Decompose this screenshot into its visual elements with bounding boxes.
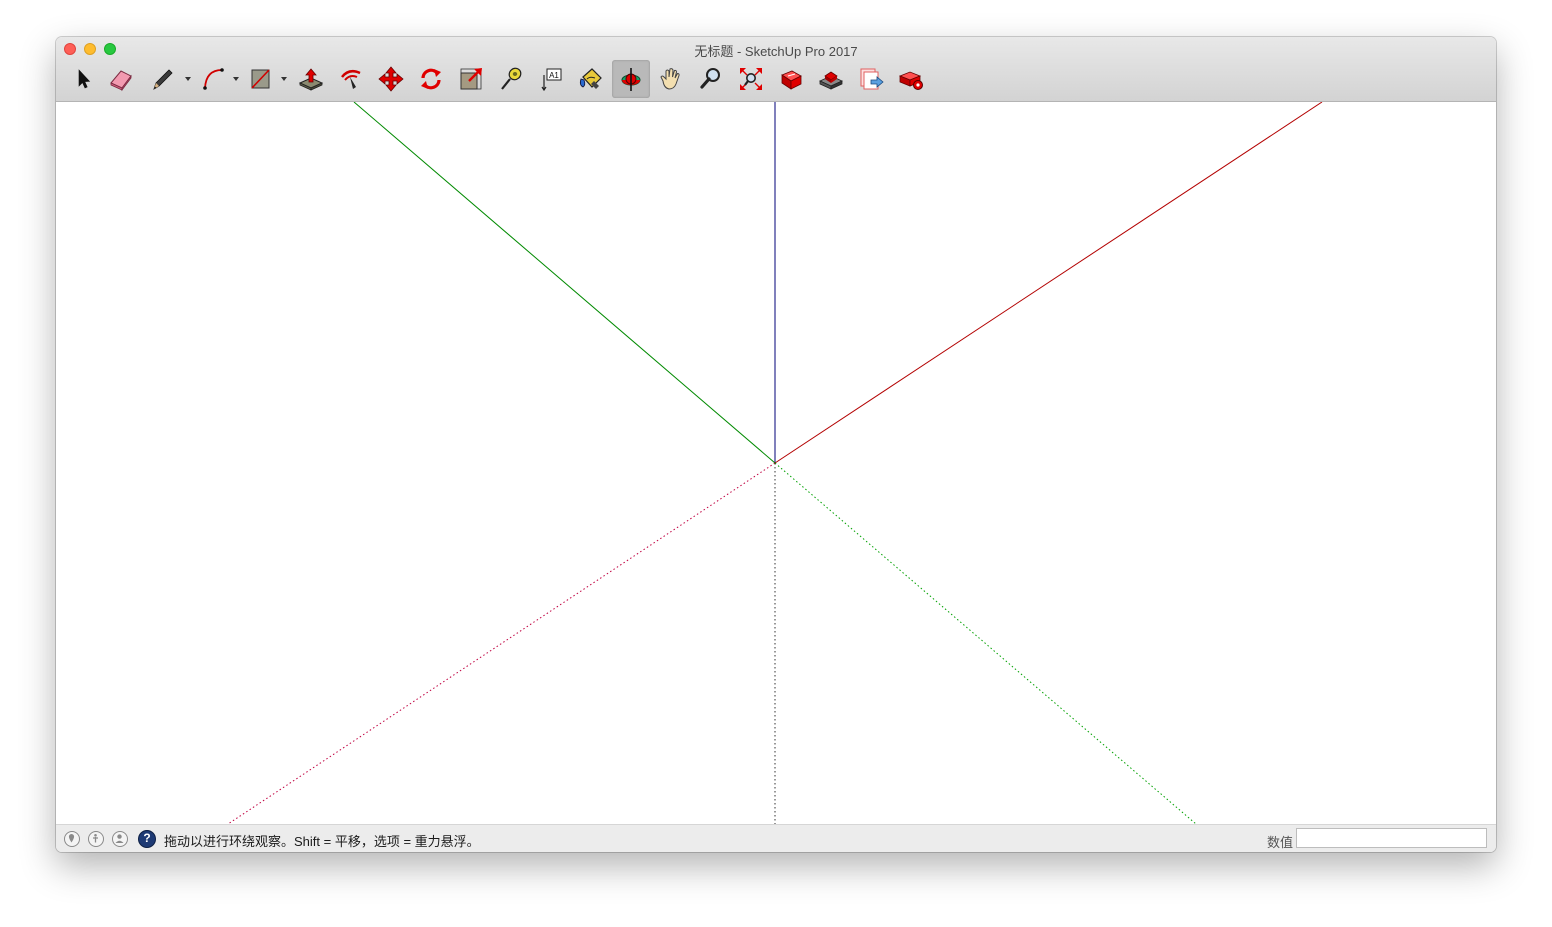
select-arrow-icon (78, 69, 91, 89)
help-icon[interactable]: ? (138, 830, 156, 848)
shapes-tool-button[interactable] (242, 60, 280, 98)
tape-measure-tool-button[interactable] (492, 60, 530, 98)
svg-text:A1: A1 (549, 71, 559, 80)
pan-hand-icon (660, 68, 680, 90)
3d-warehouse-icon (781, 70, 802, 90)
extension-warehouse-button[interactable] (812, 60, 850, 98)
zoom-extents-icon (740, 68, 762, 90)
green-axis-positive (353, 102, 776, 464)
extension-warehouse-icon (819, 71, 843, 90)
title-bar: 无标题 - SketchUp Pro 2017 (56, 37, 1496, 102)
measurements-input[interactable] (1296, 828, 1487, 848)
red-axis-negative (227, 462, 776, 824)
eraser-tool-button[interactable] (102, 60, 140, 98)
rotate-tool-button[interactable] (412, 60, 450, 98)
select-tool-button[interactable] (64, 60, 102, 98)
push-pull-tool-button[interactable] (292, 60, 330, 98)
scale-tool-button[interactable] (452, 60, 490, 98)
geo-location-icon[interactable] (64, 831, 80, 847)
status-bar: ? 拖动以进行环绕观察。Shift = 平移，选项 = 重力悬浮。 数值 (56, 824, 1496, 852)
offset-icon (341, 69, 361, 89)
minimize-window-button[interactable] (84, 43, 96, 55)
rectangle-icon (251, 69, 270, 89)
rotate-icon (421, 68, 441, 90)
axes-drawing (227, 102, 1323, 824)
red-axis-positive (774, 102, 1323, 464)
line-tool-dropdown[interactable] (185, 77, 191, 81)
paint-bucket-icon (579, 68, 602, 89)
close-window-button[interactable] (64, 43, 76, 55)
pencil-icon (153, 69, 173, 90)
arc-tool-dropdown[interactable] (233, 77, 239, 81)
send-to-layout-button[interactable] (852, 60, 890, 98)
extension-manager-icon (898, 71, 923, 90)
sketchup-window: 无标题 - SketchUp Pro 2017 (56, 37, 1496, 852)
user-account-icon[interactable] (112, 831, 128, 847)
line-tool-button[interactable] (144, 60, 182, 98)
window-title: 无标题 - SketchUp Pro 2017 (694, 44, 858, 59)
orbit-icon (621, 68, 641, 91)
green-axis-negative (774, 462, 1197, 824)
eraser-icon (110, 70, 132, 92)
push-pull-icon (298, 68, 324, 91)
3d-warehouse-button[interactable] (772, 60, 810, 98)
scale-icon (460, 68, 482, 90)
send-to-layout-icon (860, 68, 884, 90)
zoom-extents-tool-button[interactable] (732, 60, 770, 98)
orbit-tool-button[interactable] (612, 60, 650, 98)
text-label-icon: A1 (541, 68, 562, 92)
pan-tool-button[interactable] (652, 60, 690, 98)
tape-measure-icon (501, 67, 522, 90)
text-tool-button[interactable]: A1 (532, 60, 570, 98)
zoom-magnifier-icon (700, 68, 720, 89)
paint-bucket-tool-button[interactable] (572, 60, 610, 98)
offset-tool-button[interactable] (332, 60, 370, 98)
move-icon (378, 66, 404, 92)
extension-manager-button[interactable] (892, 60, 930, 98)
arc-tool-button[interactable] (194, 60, 232, 98)
zoom-window-button[interactable] (104, 43, 116, 55)
shapes-tool-dropdown[interactable] (281, 77, 287, 81)
credits-icon[interactable] (88, 831, 104, 847)
drawing-area[interactable] (56, 102, 1496, 824)
zoom-tool-button[interactable] (692, 60, 730, 98)
move-tool-button[interactable] (372, 60, 410, 98)
arc-icon (203, 68, 224, 90)
measurements-label: 数值 (1267, 835, 1294, 850)
status-message: 拖动以进行环绕观察。Shift = 平移，选项 = 重力悬浮。 (164, 834, 480, 849)
